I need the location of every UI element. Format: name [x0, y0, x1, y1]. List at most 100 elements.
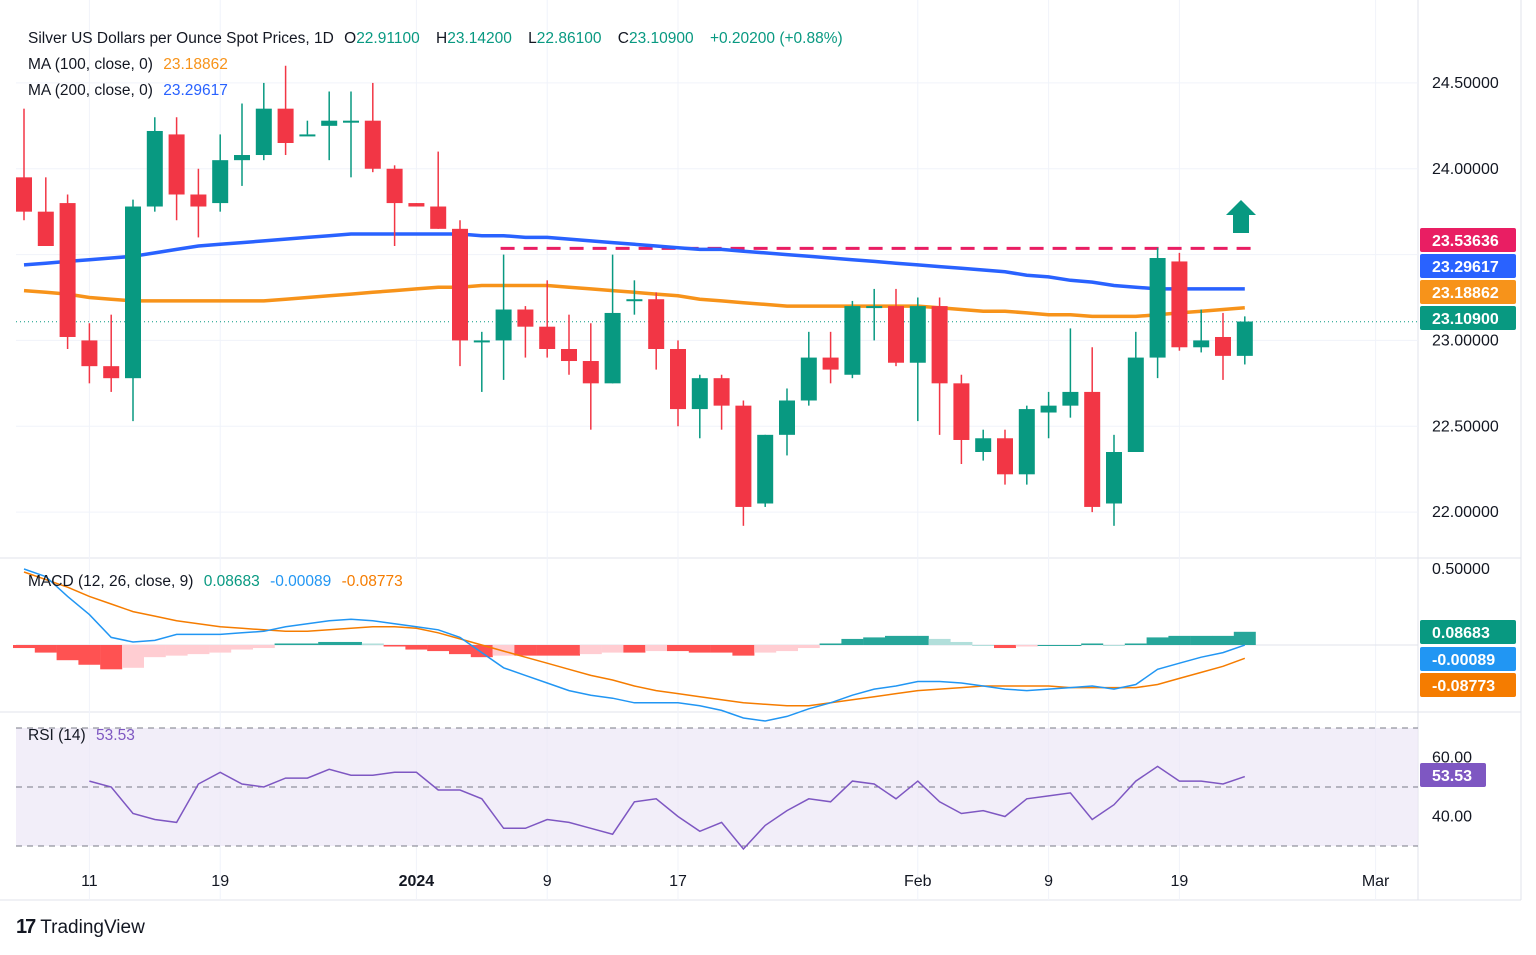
ohlc-low: L22.86100	[528, 30, 602, 47]
candle-body	[1106, 452, 1122, 504]
candle-body	[1171, 261, 1188, 348]
candle-body	[190, 194, 207, 207]
candle	[37, 177, 54, 246]
macd-histogram-bar	[754, 645, 777, 653]
rsi-badge: 53.53	[1432, 768, 1472, 785]
candle-body	[648, 299, 665, 349]
macd-histogram-bar	[427, 645, 450, 652]
time-tick-label: 17	[669, 873, 687, 890]
candle-body	[255, 108, 272, 156]
tradingview-logo[interactable]: 17 TradingView	[16, 916, 145, 939]
candle	[691, 374, 708, 439]
time-tick-label: 9	[1044, 873, 1053, 890]
candle-body	[408, 203, 425, 207]
candle-body	[844, 306, 861, 375]
ohlc-change: +0.20200 (+0.88%)	[709, 30, 843, 47]
candle-body	[931, 306, 948, 384]
macd-histogram-bar	[122, 645, 144, 668]
candle-body	[517, 309, 534, 327]
macd-histogram-bar	[710, 645, 733, 653]
candle	[125, 199, 141, 422]
candle	[844, 300, 861, 379]
ohlc-high: H23.14200	[436, 30, 512, 47]
candle	[16, 108, 32, 221]
candle-body	[582, 361, 599, 384]
macd-histogram-bar	[994, 645, 1016, 649]
macd-histogram-bar	[536, 645, 559, 656]
candle	[757, 434, 774, 507]
candle	[277, 65, 294, 156]
ma200-value: 23.29617	[163, 82, 228, 99]
candle	[626, 280, 643, 315]
candle-body	[1193, 340, 1210, 348]
candle-body	[604, 312, 621, 384]
candle-body	[343, 120, 359, 123]
candle-body	[495, 309, 512, 341]
candle-body	[997, 438, 1013, 475]
candle	[343, 91, 359, 178]
ma200-label: MA (200, close, 0)	[28, 82, 153, 99]
price-badge: 23.29617	[1432, 259, 1499, 276]
candle	[888, 288, 904, 367]
macd-histogram-bar	[1124, 643, 1147, 645]
candle	[604, 254, 621, 384]
macd-label: MACD (12, 26, close, 9)	[28, 573, 194, 590]
rsi-line	[89, 765, 1246, 851]
candle-body	[975, 438, 992, 452]
time-tick-label: 19	[1171, 873, 1189, 890]
candle-body	[473, 340, 490, 343]
candle	[975, 429, 992, 461]
macd-tick-label: 0.50000	[1432, 561, 1490, 578]
price-badge-bg	[1420, 280, 1516, 304]
macd-histogram-bar	[776, 645, 798, 652]
macd-histogram-bar	[863, 637, 886, 645]
candle	[364, 82, 381, 173]
macd-histogram-bar	[274, 643, 297, 645]
macd-histogram-bar	[514, 645, 537, 656]
candle-body	[1062, 391, 1079, 406]
price-tick-label: 22.00000	[1432, 504, 1499, 521]
candle-body	[1040, 405, 1057, 413]
candle-body	[277, 108, 294, 143]
candle	[735, 400, 752, 526]
candle-body	[822, 357, 839, 370]
time-tick-label: Feb	[904, 873, 932, 890]
macd-histogram-bar	[383, 645, 406, 647]
candle-body	[713, 378, 730, 406]
candle-body	[757, 434, 774, 504]
ma100-label: MA (100, close, 0)	[28, 56, 153, 73]
macd-histogram-bar	[1233, 631, 1256, 645]
macd-hist-value: 0.08683	[203, 573, 260, 590]
candle-body	[146, 130, 163, 207]
macd-histogram-bar	[318, 641, 341, 645]
candle-body	[103, 366, 120, 379]
macd-histogram-bar	[56, 645, 79, 661]
candle	[386, 165, 403, 246]
candle-body	[539, 326, 556, 349]
tradingview-wordmark: TradingView	[40, 916, 145, 938]
macd-histogram-bar	[231, 645, 253, 650]
candle-body	[59, 203, 76, 337]
time-tick-label: 19	[211, 873, 229, 890]
rsi-badge-bg	[1420, 763, 1486, 787]
macd-histogram-bar	[165, 645, 188, 656]
macd-line	[23, 568, 1246, 722]
macd-histogram-bar	[187, 645, 210, 655]
candle-body	[561, 349, 577, 362]
candle	[953, 374, 970, 465]
candle	[234, 103, 250, 186]
price-badge: 23.10900	[1432, 311, 1499, 328]
candle-body	[16, 177, 32, 212]
candle	[190, 168, 207, 238]
candle	[321, 91, 338, 161]
rsi-label: RSI (14)	[28, 727, 86, 744]
candle	[713, 374, 730, 430]
candle-body	[1018, 409, 1035, 475]
candle-body	[909, 306, 926, 363]
macd-histogram-bar	[252, 645, 275, 649]
macd-histogram-bar	[143, 645, 166, 658]
candle	[779, 388, 795, 456]
candle	[1040, 391, 1057, 439]
price-badge-bg	[1420, 228, 1516, 252]
